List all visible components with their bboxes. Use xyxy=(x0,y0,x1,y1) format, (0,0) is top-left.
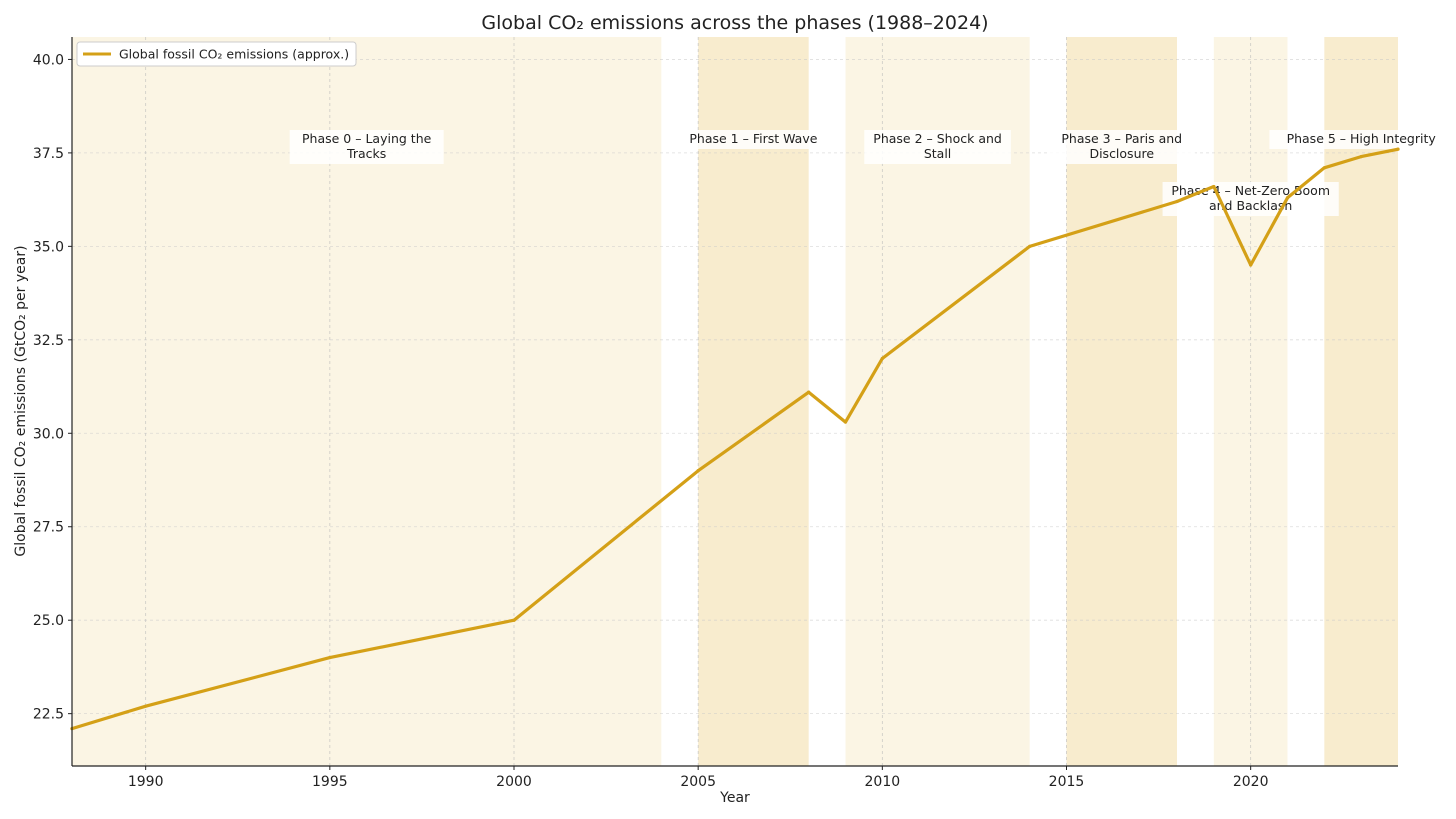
y-axis-label: Global fossil CO₂ emissions (GtCO₂ per y… xyxy=(13,245,29,556)
chart-title: Global CO₂ emissions across the phases (… xyxy=(481,12,988,34)
data-point xyxy=(1359,155,1363,159)
series-layer xyxy=(70,147,1400,731)
phase-label-0: Phase 0 – Laying the xyxy=(302,131,432,146)
y-tick-label: 37.5 xyxy=(33,146,64,162)
x-tick-label: 2015 xyxy=(1049,774,1085,790)
phase-label-2: Stall xyxy=(924,146,951,161)
phase-label-0: Tracks xyxy=(346,146,386,161)
x-tick-label: 2000 xyxy=(496,774,532,790)
data-point xyxy=(1396,147,1400,151)
data-point xyxy=(696,469,700,473)
phase-label-4: and Backlash xyxy=(1209,198,1292,213)
y-tick-label: 25.0 xyxy=(33,613,64,629)
data-point xyxy=(1175,199,1179,204)
axes xyxy=(71,37,1398,767)
y-tick-label: 40.0 xyxy=(33,52,64,68)
legend: Global fossil CO₂ emissions (approx.) xyxy=(76,41,357,67)
data-point xyxy=(512,618,516,622)
phase-label-bg xyxy=(676,130,831,149)
tick-labels: 1990 1995 2000 2005 2010 2015 2020 22.5 25.0 27.5… xyxy=(33,52,1269,790)
data-point xyxy=(880,356,884,361)
phase-label-2: Phase 2 – Shock and xyxy=(873,131,1002,146)
y-tick-label: 35.0 xyxy=(33,239,64,255)
phase-label-3: Phase 3 – Paris and xyxy=(1061,131,1182,146)
x-tick-label: 2020 xyxy=(1233,774,1269,790)
y-tick-label: 27.5 xyxy=(33,520,64,536)
phase-label-1: Phase 1 – First Wave xyxy=(689,131,817,146)
x-tick-label: 1995 xyxy=(312,774,348,790)
phase-label-bg xyxy=(864,130,1011,164)
phase-label-bg xyxy=(1048,130,1196,164)
data-point xyxy=(1028,244,1032,248)
y-tick-label: 32.5 xyxy=(33,333,64,349)
y-tick-label: 30.0 xyxy=(33,426,64,442)
x-tick-label: 1990 xyxy=(128,774,164,790)
data-point xyxy=(328,655,332,660)
phase-label-bg xyxy=(1269,130,1453,149)
legend-entry: Global fossil CO₂ emissions (approx.) xyxy=(119,47,349,62)
grid-lines xyxy=(72,37,1398,766)
phase-label-bg xyxy=(289,130,444,164)
phase-band-1 xyxy=(698,37,809,766)
x-tick-label: 2005 xyxy=(680,774,716,790)
data-point xyxy=(807,390,811,394)
series-line-0 xyxy=(70,147,1400,731)
y-tick-label: 22.5 xyxy=(33,707,64,723)
x-axis-label: Year xyxy=(719,790,750,806)
x-tick-label: 2010 xyxy=(865,774,901,790)
data-point xyxy=(1285,196,1290,200)
data-point xyxy=(843,420,848,424)
data-point xyxy=(1249,263,1253,267)
phase-label-bg xyxy=(1162,182,1339,216)
data-point xyxy=(1212,184,1216,189)
phase-label-3: Disclosure xyxy=(1089,146,1154,161)
phase-band-5 xyxy=(1324,37,1398,766)
data-point xyxy=(1322,166,1326,170)
data-point xyxy=(144,704,148,708)
legend-box xyxy=(76,41,357,67)
phase-label-5: Phase 5 – High Integrity xyxy=(1287,131,1437,146)
